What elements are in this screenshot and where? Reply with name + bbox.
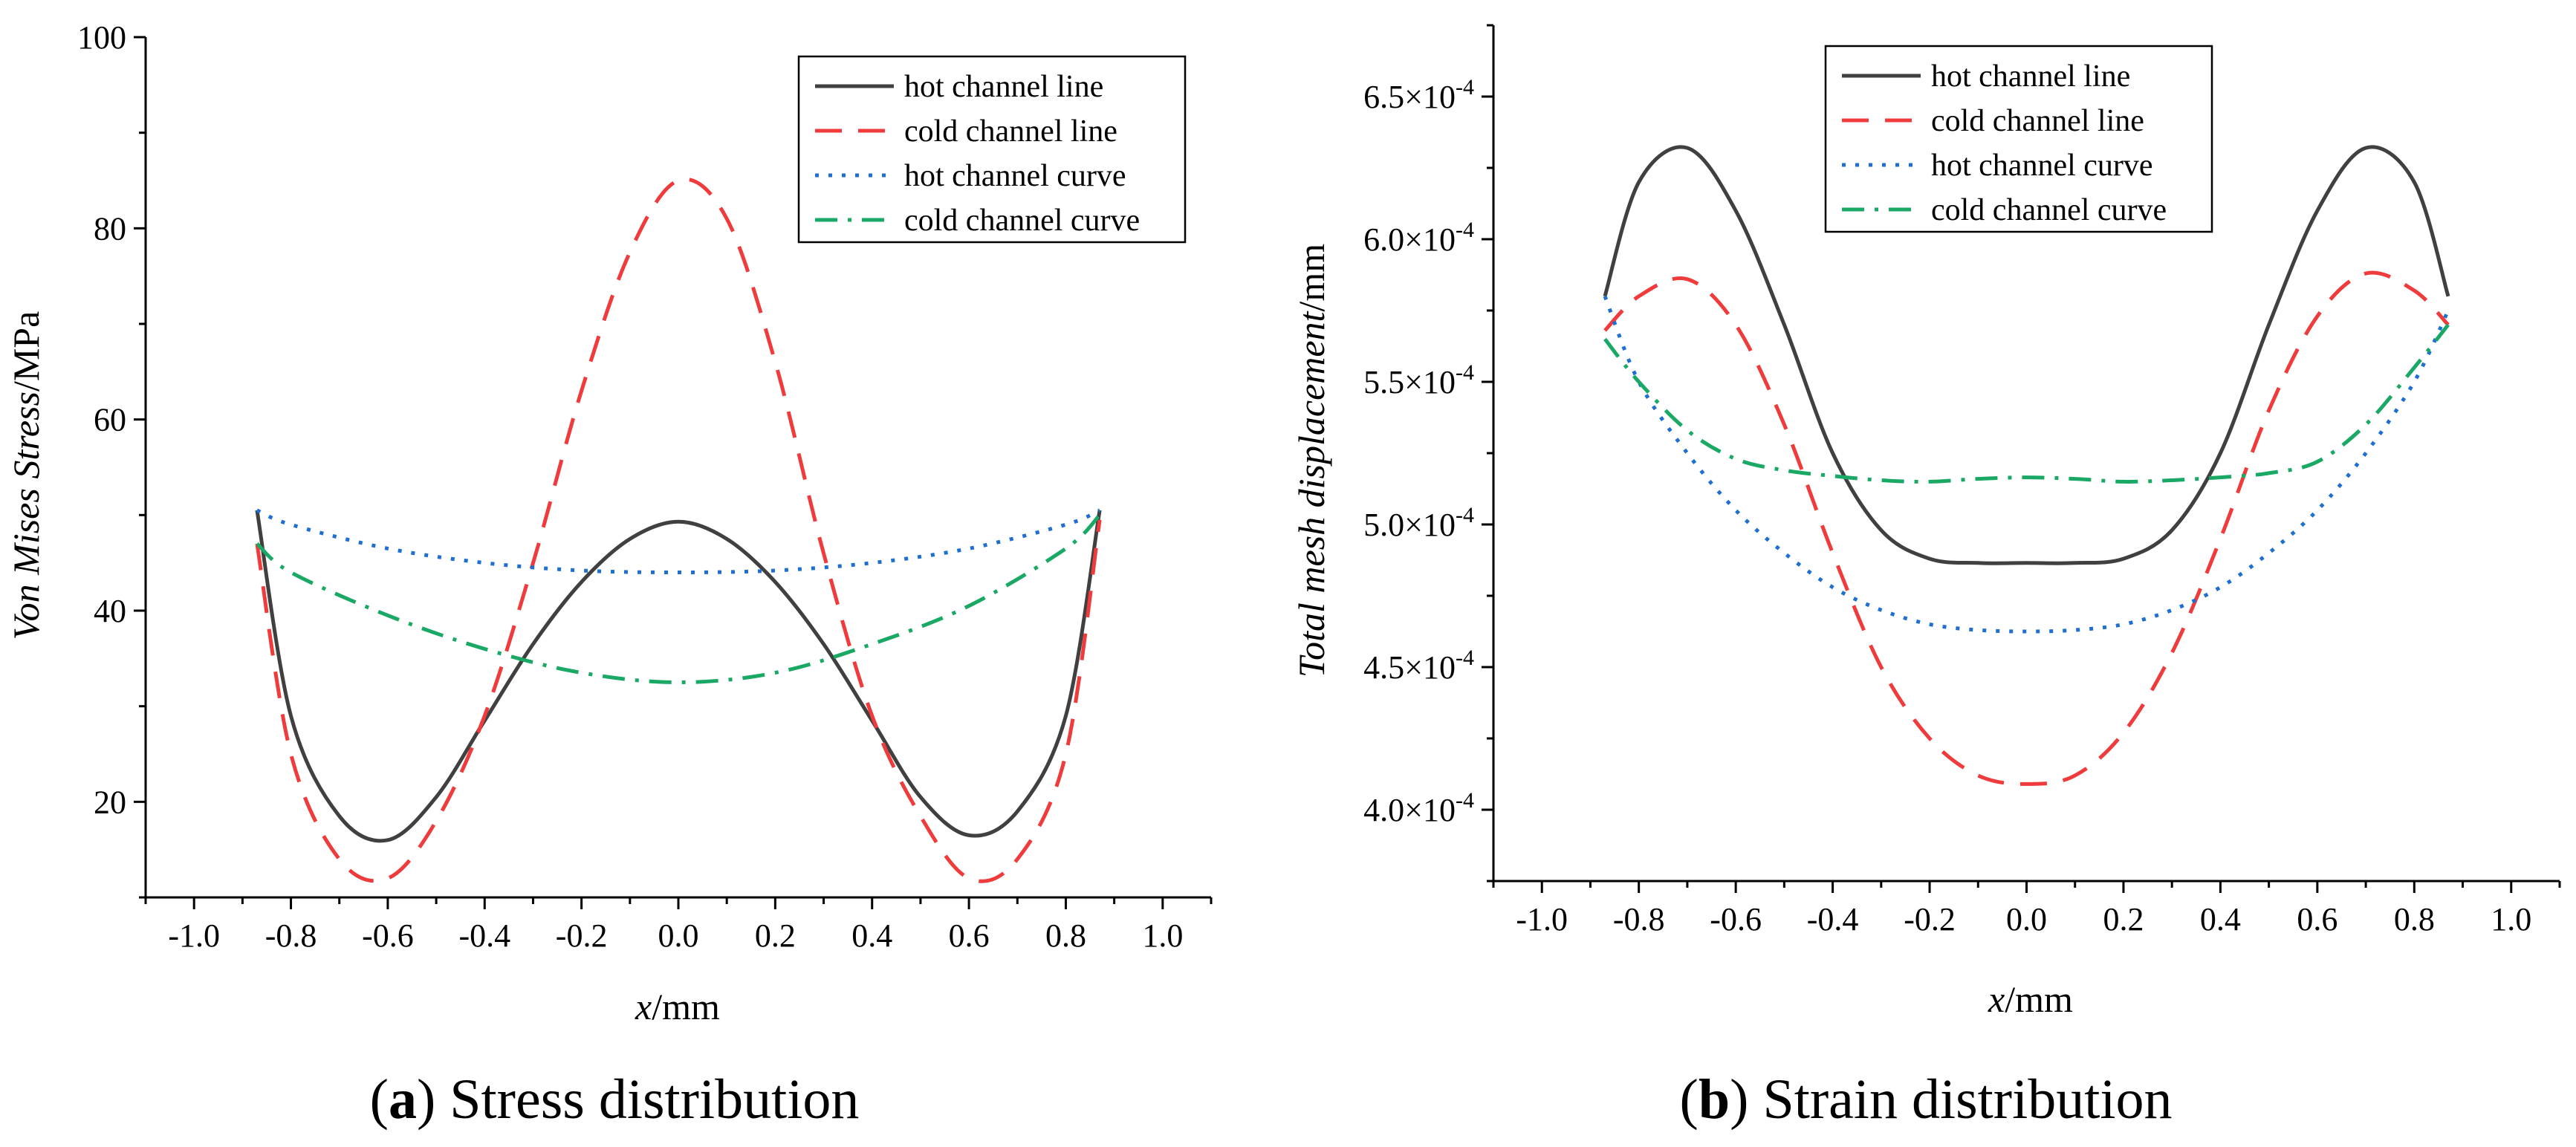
panel-a-legend-label: hot channel curve xyxy=(904,159,1126,193)
panel-b-legend-label: cold channel line xyxy=(1931,104,2144,138)
panel-b-y-tick-label: 6.0×10-4 xyxy=(1363,218,1474,258)
panel-a-y-tick-label: 40 xyxy=(94,593,126,629)
panel-b-x-tick-label: -0.4 xyxy=(1807,901,1859,938)
panel-b-x-axis-title: x/mm xyxy=(1988,978,2073,1020)
panel-a-legend-label: cold channel curve xyxy=(904,204,1140,238)
panel-a-x-tick-label: -0.2 xyxy=(556,917,608,954)
panel-b-legend-label: hot channel line xyxy=(1931,59,2130,94)
panel-b-y-tick-label: 6.5×10-4 xyxy=(1363,75,1474,115)
panel-b-y-tick-label: 4.0×10-4 xyxy=(1363,788,1474,828)
panel-a-y-tick-label: 100 xyxy=(77,19,126,56)
panel-b-series-hot-channel-curve xyxy=(1603,295,2450,634)
panel-a-y-tick-label: 80 xyxy=(94,210,126,247)
panel-b-y-axis-title: Total mesh displacement/mm xyxy=(1291,244,1332,678)
panel-b-y-tick-label: 5.5×10-4 xyxy=(1363,360,1474,400)
panel-b-x-tick-label: -0.2 xyxy=(1904,901,1956,938)
panel-a-series-cold-channel-line xyxy=(255,178,1102,883)
panel-b-y-tick-label: 4.5×10-4 xyxy=(1363,646,1474,686)
panel-b-ticks: -1.0 -0.8 -0.6 -0.4 -0.2 0.0 0.2 0.4 0.6 0.8 1.0 4.… xyxy=(1363,24,2561,938)
panel-a-x-tick-label: 1.0 xyxy=(1142,917,1183,954)
panel-b-series-cold-channel-curve xyxy=(1603,323,2450,484)
panel-b-x-tick-label: 0.2 xyxy=(2103,901,2144,938)
panel-a-x-tick-label: -0.6 xyxy=(362,917,414,954)
panel-b-x-tick-label: 0.0 xyxy=(2006,901,2047,938)
panel-b-series-cold-channel-line xyxy=(1603,270,2450,786)
panel-b-x-tick-label: 1.0 xyxy=(2491,901,2531,938)
panel-b-x-tick-label: -0.6 xyxy=(1710,901,1762,938)
panel-a-x-tick-label: 0.0 xyxy=(658,917,699,954)
panel-a-ticks: -1.0 -0.8 -0.6 -0.4 -0.2 0.0 0.2 0.4 0.6 0.8 1.0 20… xyxy=(77,19,1213,954)
panel-a-plot-area xyxy=(255,178,1102,883)
panel-a-x-axis-title: x/mm xyxy=(635,986,720,1027)
panel-b-legend-label: hot channel curve xyxy=(1931,149,2153,183)
panel-b-caption: (b) Strain distribution xyxy=(1680,1068,2173,1131)
panel-b-x-tick-label: 0.4 xyxy=(2200,901,2241,938)
panel-b-legend-label: cold channel curve xyxy=(1931,193,2167,227)
panel-b-x-tick-label: 0.8 xyxy=(2394,901,2435,938)
panel-b-y-tick-label: 5.0×10-4 xyxy=(1363,503,1474,543)
panel-a-legend: hot channel line cold channel line hot cha… xyxy=(797,55,1187,244)
panel-b-plot-area xyxy=(1603,145,2450,786)
panel-b-series-hot-channel-line xyxy=(1603,145,2450,565)
panel-b-x-tick-label: -1.0 xyxy=(1516,901,1568,938)
panel-a-series-hot-channel-curve xyxy=(256,508,1101,575)
panel-a-legend-label: cold channel line xyxy=(904,114,1117,149)
panel-a-x-tick-label: 0.4 xyxy=(851,917,892,954)
panel-a-y-tick-label: 60 xyxy=(94,402,126,438)
panel-a-y-tick-label: 20 xyxy=(94,784,126,820)
panel-a-y-axis-title: Von Mises Stress/MPa xyxy=(5,311,47,640)
panel-a-x-tick-label: 0.6 xyxy=(949,917,990,954)
panel-a-x-tick-label: 0.2 xyxy=(755,917,796,954)
panel-a-caption: (a) Stress distribution xyxy=(370,1068,860,1131)
panel-b-legend: hot channel line cold channel line hot cha… xyxy=(1824,45,2213,233)
panel-a-x-tick-label: -0.8 xyxy=(265,917,317,954)
panel-a-x-tick-label: -0.4 xyxy=(458,917,510,954)
panel-a-legend-label: hot channel line xyxy=(904,70,1103,104)
panel-b-x-tick-label: -0.8 xyxy=(1613,901,1665,938)
panel-a-stress-chart: -1.0 -0.8 -0.6 -0.4 -0.2 0.0 0.2 0.4 0.6 0.8 1.0 20… xyxy=(5,19,1213,1131)
panel-b-x-tick-label: 0.6 xyxy=(2297,901,2337,938)
panel-a-series-hot-channel-line xyxy=(255,510,1102,843)
panel-b-strain-chart: -1.0 -0.8 -0.6 -0.4 -0.2 0.0 0.2 0.4 0.6 0.8 1.0 4.… xyxy=(1291,24,2561,1131)
panel-a-series-cold-channel-curve xyxy=(256,513,1101,685)
panel-a-x-tick-label: 0.8 xyxy=(1045,917,1086,954)
panel-a-x-tick-label: -1.0 xyxy=(168,917,220,954)
